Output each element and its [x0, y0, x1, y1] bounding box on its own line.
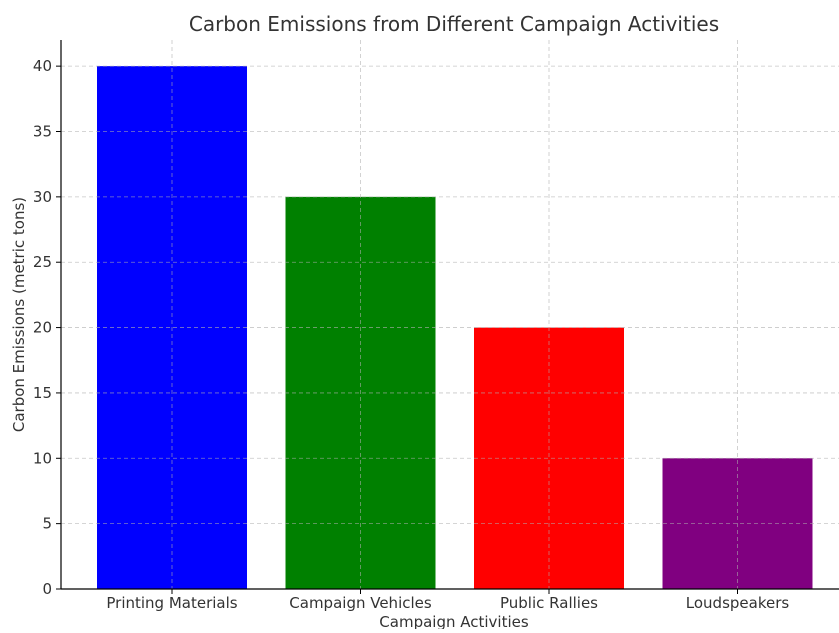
- y-tick-label: 35: [33, 123, 52, 141]
- x-ticks: Printing Materials Campaign Vehicles Publi…: [106, 589, 789, 612]
- chart-title: Carbon Emissions from Different Campaign…: [189, 12, 719, 36]
- y-ticks: 0 5 10 15 20 25 30 35 40: [33, 57, 61, 598]
- y-tick-label: 15: [33, 384, 52, 402]
- y-tick-label: 40: [33, 57, 52, 75]
- y-tick-label: 0: [42, 580, 52, 598]
- y-tick-label: 20: [33, 319, 52, 337]
- x-tick-label: Loudspeakers: [686, 594, 790, 612]
- y-tick-label: 30: [33, 188, 52, 206]
- y-axis-label: Carbon Emissions (metric tons): [10, 197, 28, 432]
- x-tick-label: Printing Materials: [106, 594, 237, 612]
- y-tick-label: 10: [33, 449, 52, 467]
- x-tick-label: Campaign Vehicles: [289, 594, 432, 612]
- y-tick-label: 25: [33, 253, 52, 271]
- y-tick-label: 5: [42, 515, 52, 533]
- x-tick-label: Public Rallies: [500, 594, 598, 612]
- x-axis-label: Campaign Activities: [379, 613, 529, 629]
